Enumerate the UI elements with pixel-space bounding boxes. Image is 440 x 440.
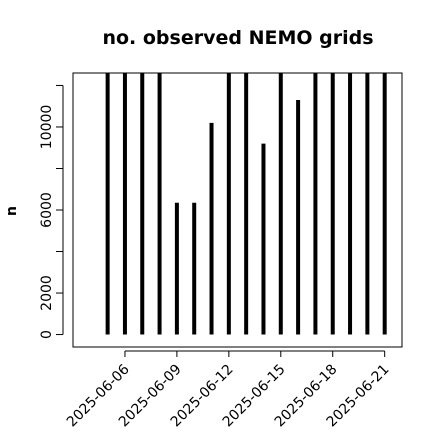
- plot-box: [72, 72, 403, 348]
- y-tick-label: 0: [39, 330, 55, 339]
- bars: [105, 73, 387, 335]
- x-axis: 2025-06-062025-06-092025-06-122025-06-15…: [64, 350, 393, 430]
- y-tick-label: 2000: [39, 275, 55, 311]
- y-axis: 0 2000 6000 10000: [39, 84, 64, 339]
- y-tick-label: 10000: [39, 105, 55, 150]
- y-axis-label: n: [4, 206, 20, 216]
- chart-title: no. observed NEMO grids: [102, 27, 373, 49]
- y-tick-label: 6000: [39, 192, 55, 228]
